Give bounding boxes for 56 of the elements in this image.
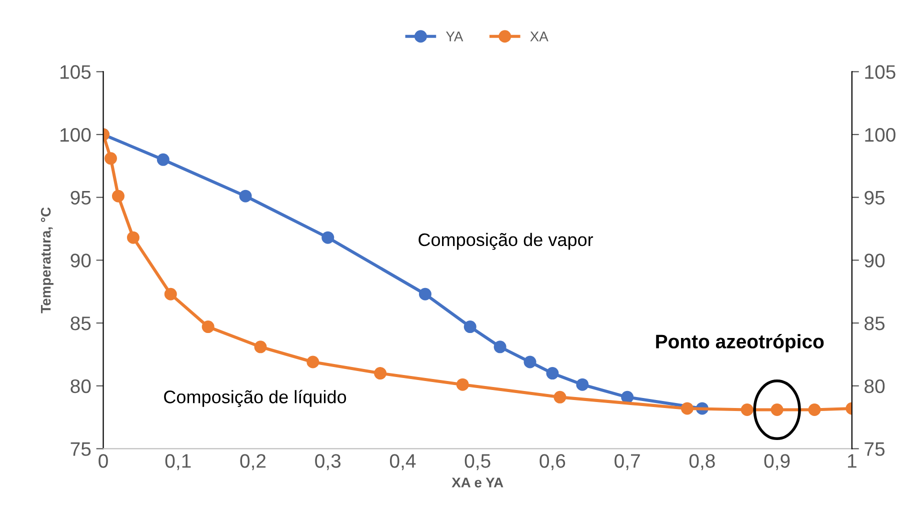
y-axis-title: Temperatura, °C — [40, 207, 54, 314]
point — [464, 320, 476, 334]
y2-tick-label: 90 — [864, 254, 885, 268]
legend-label: YA — [446, 32, 464, 42]
annotation: Composição de vapor — [418, 232, 594, 250]
y2-tick-label: 75 — [864, 442, 885, 456]
annotation: Composição de líquido — [164, 390, 346, 407]
y-tick-label: 100 — [60, 128, 91, 142]
point — [576, 378, 589, 391]
x-tick-label: 0 — [98, 454, 108, 468]
y-tick-label: 75 — [70, 442, 91, 456]
point — [770, 403, 784, 416]
point — [322, 231, 334, 244]
point — [546, 367, 559, 380]
x-tick-label: 0,2 — [240, 454, 266, 470]
point — [254, 340, 267, 354]
point — [621, 390, 634, 404]
x-tick-label: 0,7 — [614, 454, 640, 470]
y2-tick-label: 80 — [864, 379, 885, 394]
y-tick-label: 95 — [70, 190, 91, 205]
point — [740, 403, 754, 416]
y2-tick-label: 95 — [864, 190, 885, 205]
x-axis-title: XA e YA — [452, 478, 504, 488]
y-tick-label: 85 — [70, 316, 91, 330]
point — [156, 153, 170, 166]
point — [202, 320, 214, 334]
x-tick-label: 0,5 — [464, 454, 490, 470]
x-tick-label: 0,8 — [689, 454, 715, 470]
point — [524, 356, 536, 368]
point — [418, 288, 432, 300]
x-tick-label: 0,3 — [315, 454, 341, 470]
legend-label: XA — [530, 32, 548, 42]
point — [680, 402, 694, 415]
x-tick-label: 1 — [848, 454, 856, 468]
x-tick-label: 0,1 — [165, 454, 191, 470]
point — [554, 390, 566, 404]
point — [456, 378, 469, 391]
point — [126, 231, 140, 244]
point — [164, 288, 177, 300]
x-tick-label: 0,4 — [390, 454, 416, 470]
point — [808, 403, 821, 416]
point — [112, 190, 124, 202]
x-tick-label: 0,9 — [764, 454, 790, 470]
point — [104, 152, 117, 165]
point — [374, 367, 387, 380]
y-tick-label: 105 — [60, 65, 91, 79]
point — [494, 340, 506, 354]
y-tick-label: 80 — [70, 379, 91, 394]
x-tick-label: 0,6 — [540, 454, 566, 470]
point — [239, 190, 252, 202]
y-tick-label: 90 — [70, 254, 91, 268]
point — [306, 356, 320, 368]
y2-tick-label: 105 — [865, 65, 896, 79]
y2-tick-label: 100 — [865, 128, 896, 142]
annotation: Ponto azeotrópico — [656, 334, 824, 352]
y2-tick-label: 85 — [864, 316, 885, 330]
